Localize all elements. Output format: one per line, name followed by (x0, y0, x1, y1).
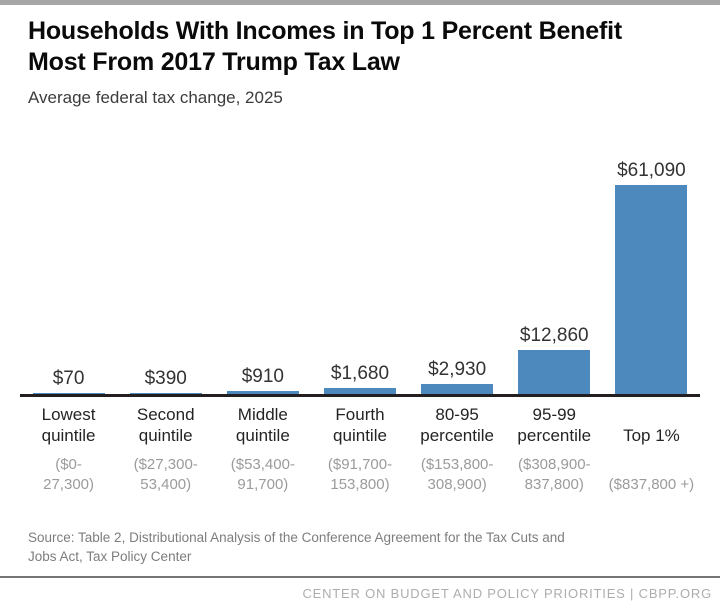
income-range-line: 91,700) (237, 476, 289, 493)
category-row: Lowest quintile Second quintile Middle quinti… (20, 404, 700, 446)
category-label-line: 95-99 (532, 405, 577, 424)
bar-value-label: $910 (241, 366, 284, 387)
category-label-line: quintile (235, 426, 290, 445)
income-range-label: ($27,300- 53,400) (117, 455, 214, 495)
income-range-line: ($53,400- (230, 456, 295, 473)
top-accent-bar (0, 0, 720, 5)
bar-column: $910 (214, 366, 311, 394)
income-range-line: 27,300) (43, 476, 94, 493)
income-range-line: ($0- (55, 456, 82, 473)
bar-column: $1,680 (311, 363, 408, 394)
bar-column: $61,090 (603, 160, 700, 394)
category-label: Lowest quintile (20, 404, 117, 446)
bar-value-label: $1,680 (330, 363, 390, 384)
category-label: Fourth quintile (311, 404, 408, 446)
category-label: 80-95 percentile (409, 404, 506, 446)
source-note: Source: Table 2, Distributional Analysis… (28, 528, 565, 566)
bar-value-label: $390 (144, 368, 187, 389)
income-range-line: 308,900) (427, 476, 487, 493)
bar-value-label: $12,860 (519, 325, 589, 346)
category-label-line: percentile (420, 426, 494, 445)
category-label: Middle quintile (214, 404, 311, 446)
bar (421, 384, 494, 394)
bar-column: $2,930 (409, 359, 506, 394)
income-range-line: 53,400) (140, 476, 192, 493)
footer-divider (0, 576, 720, 578)
category-label-line: Top 1% (623, 426, 680, 445)
bar (226, 391, 299, 394)
x-axis-line (20, 394, 700, 397)
income-range-label: ($837,800 +) (603, 455, 700, 495)
income-range-line: ($91,700- (327, 456, 393, 473)
income-range-line: ($308,900- (517, 456, 591, 473)
category-label-line: quintile (41, 426, 96, 445)
category-label: Top 1% (603, 404, 700, 446)
bar-column: $390 (117, 368, 214, 394)
bar-value-label: $70 (52, 368, 85, 389)
bar (323, 388, 396, 394)
income-range-line: ($153,800- (420, 456, 494, 473)
income-range-label: ($53,400- 91,700) (214, 455, 311, 495)
income-range-label: ($308,900- 837,800) (506, 455, 603, 495)
category-label-line: Middle (237, 405, 288, 424)
category-label-line: 80-95 (435, 405, 479, 424)
bar-chart: $70 $390 $910 $1,680 $2,930 $12,860 $61,090 Lo… (20, 148, 700, 495)
income-range-line: ($837,800 +) (608, 476, 695, 493)
bar-column: $12,860 (506, 325, 603, 394)
footer-credit: CENTER ON BUDGET AND POLICY PRIORITIES |… (302, 586, 712, 601)
income-range-label: ($153,800- 308,900) (409, 455, 506, 495)
income-range-label: ($91,700- 153,800) (311, 455, 408, 495)
chart-title: Households With Incomes in Top 1 Percent… (28, 17, 622, 76)
bar (615, 185, 688, 394)
income-range-line: 837,800) (524, 476, 584, 493)
bar-value-label: $61,090 (617, 160, 686, 181)
bar (129, 393, 202, 394)
range-row: ($0- 27,300) ($27,300- 53,400) ($53,400- 91,7… (20, 455, 700, 495)
bars-row: $70 $390 $910 $1,680 $2,930 $12,860 $61,090 (20, 148, 700, 394)
source-line: Source: Table 2, Distributional Analysis… (28, 530, 565, 545)
category-label: Second quintile (117, 404, 214, 446)
income-range-line: 153,800) (330, 476, 390, 493)
income-range-line: ($27,300- (133, 456, 198, 473)
income-range-label: ($0- 27,300) (20, 455, 117, 495)
category-label-line: Second (136, 405, 195, 424)
category-label-line: Lowest (41, 405, 96, 424)
bar-column: $70 (20, 368, 117, 394)
bar-value-label: $2,930 (428, 359, 487, 380)
category-label-line: quintile (138, 426, 193, 445)
category-label: 95-99 percentile (506, 404, 603, 446)
category-label-line: quintile (333, 426, 387, 445)
chart-subtitle: Average federal tax change, 2025 (28, 88, 283, 107)
category-label-line: Fourth (335, 405, 385, 424)
category-label-line: percentile (517, 426, 592, 445)
bar (518, 350, 591, 394)
source-line: Jobs Act, Tax Policy Center (28, 549, 192, 564)
bar (32, 393, 105, 394)
